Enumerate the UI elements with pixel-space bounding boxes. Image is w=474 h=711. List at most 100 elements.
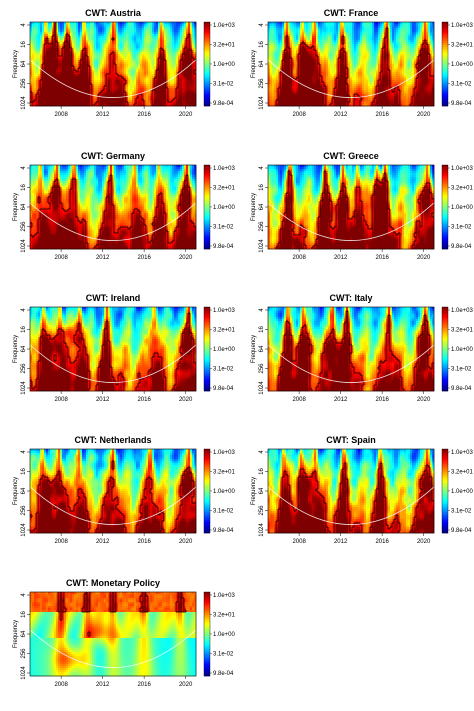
heatmap-cell <box>160 66 163 69</box>
heatmap-cell <box>162 38 165 41</box>
heatmap-cell <box>138 76 141 79</box>
heatmap-cell <box>272 40 275 43</box>
heatmap-cell <box>292 22 295 25</box>
heatmap-cell <box>166 34 169 37</box>
heatmap-cell <box>168 48 171 51</box>
heatmap-cell <box>286 38 289 41</box>
heatmap-cell <box>188 56 191 59</box>
heatmap-cell <box>150 96 153 99</box>
heatmap-cell <box>364 28 367 31</box>
heatmap-cell <box>372 26 375 29</box>
heatmap-cell <box>424 42 427 45</box>
heatmap-cell <box>116 26 119 29</box>
heatmap-cell <box>400 24 403 27</box>
heatmap-cell <box>86 42 89 45</box>
heatmap-cell <box>342 26 345 29</box>
heatmap-cell <box>76 26 79 29</box>
heatmap-cell <box>296 46 299 49</box>
heatmap-cell <box>30 88 33 91</box>
heatmap-cell <box>32 102 35 105</box>
heatmap-cell <box>138 36 141 39</box>
heatmap-cell <box>170 36 173 39</box>
heatmap-cell <box>146 42 149 45</box>
heatmap-cell <box>72 36 75 39</box>
heatmap-cell <box>132 50 135 53</box>
heatmap-cell <box>360 44 363 47</box>
heatmap-cell <box>138 90 141 93</box>
heatmap-cell <box>94 96 97 99</box>
heatmap-cell <box>122 66 125 69</box>
heatmap-cell <box>390 34 393 37</box>
heatmap-cell <box>296 22 299 25</box>
heatmap-cell <box>360 28 363 31</box>
heatmap-cell <box>128 90 131 93</box>
heatmap-cell <box>76 74 79 77</box>
heatmap-cell <box>122 68 125 71</box>
heatmap-cell <box>426 32 429 35</box>
heatmap-cell <box>100 94 103 97</box>
heatmap-cell <box>104 70 107 73</box>
heatmap-cell <box>124 72 127 75</box>
heatmap-cell <box>100 70 103 73</box>
heatmap-cell <box>132 40 135 43</box>
heatmap-cell <box>168 66 171 69</box>
heatmap-cell <box>132 78 135 81</box>
heatmap-cell <box>166 68 169 71</box>
heatmap-cell <box>330 42 333 45</box>
heatmap-cell <box>36 82 39 85</box>
heatmap-cell <box>288 28 291 31</box>
heatmap-cell <box>188 92 191 95</box>
heatmap-cell <box>56 60 59 63</box>
heatmap-cell <box>84 30 87 33</box>
heatmap-cell <box>122 58 125 61</box>
heatmap-cell <box>98 90 101 93</box>
heatmap-cell <box>304 38 307 41</box>
heatmap-cell <box>180 96 183 99</box>
heatmap-cell <box>370 28 373 31</box>
heatmap-cell <box>398 32 401 35</box>
heatmap-cell <box>110 86 113 89</box>
heatmap-cell <box>94 32 97 35</box>
heatmap-cell <box>170 84 173 87</box>
heatmap-cell <box>336 22 339 25</box>
heatmap-cell <box>144 80 147 83</box>
heatmap-cell <box>162 100 165 103</box>
heatmap-cell <box>114 52 117 55</box>
heatmap-cell <box>38 60 41 63</box>
heatmap-cell <box>86 70 89 73</box>
heatmap-cell <box>146 44 149 47</box>
heatmap-cell <box>130 96 133 99</box>
heatmap-cell <box>54 24 57 27</box>
heatmap-cell <box>104 46 107 49</box>
heatmap-cell <box>270 42 273 45</box>
heatmap-cell <box>336 44 339 47</box>
heatmap-cell <box>116 30 119 33</box>
heatmap-cell <box>106 22 109 25</box>
heatmap-cell <box>166 74 169 77</box>
heatmap-cell <box>312 34 315 37</box>
heatmap-cell <box>182 46 185 49</box>
heatmap-cell <box>420 32 423 35</box>
heatmap-cell <box>116 42 119 45</box>
heatmap-cell <box>78 50 81 53</box>
heatmap-cell <box>150 74 153 77</box>
heatmap-cell <box>148 40 151 43</box>
heatmap-cell <box>172 104 175 107</box>
heatmap-cell <box>138 92 141 95</box>
heatmap-cell <box>90 78 93 81</box>
heatmap-cell <box>310 42 313 45</box>
heatmap-cell <box>120 56 123 59</box>
heatmap-cell <box>154 48 157 51</box>
heatmap-cell <box>102 36 105 39</box>
heatmap-cell <box>82 44 85 47</box>
heatmap-cell <box>194 42 197 45</box>
heatmap-cell <box>174 40 177 43</box>
heatmap-cell <box>152 84 155 87</box>
heatmap-cell <box>52 24 55 27</box>
heatmap-cell <box>134 88 137 91</box>
heatmap-cell <box>84 70 87 73</box>
heatmap-cell <box>268 38 271 41</box>
heatmap-cell <box>354 36 357 39</box>
heatmap-cell <box>128 46 131 49</box>
heatmap-cell <box>164 84 167 87</box>
